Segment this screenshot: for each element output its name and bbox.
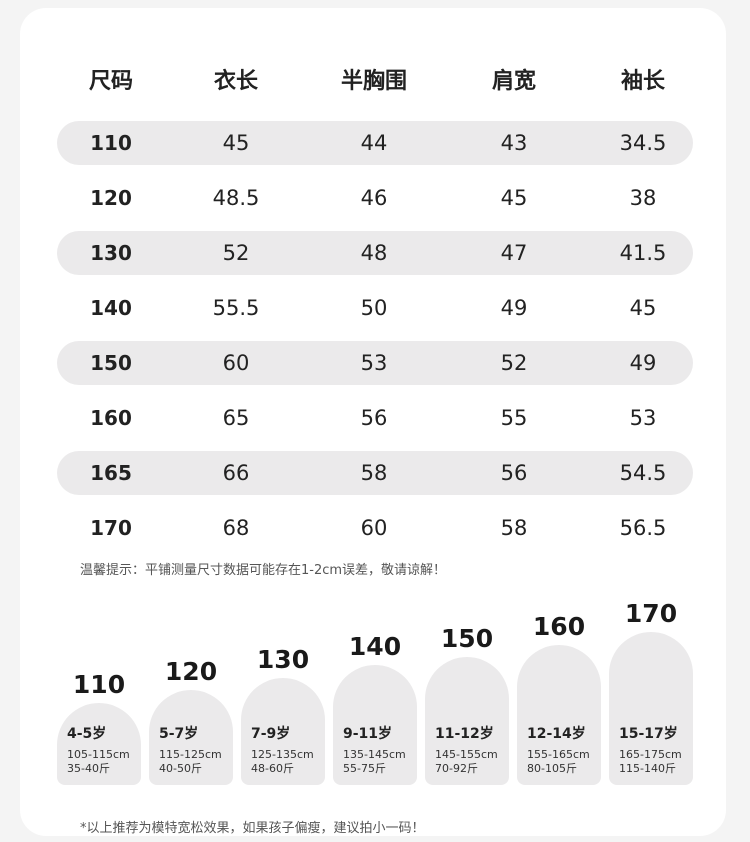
weight-range: 48-60斤 [251, 762, 294, 775]
cell-shoulder: 47 [500, 241, 528, 265]
table-row: 170 68 60 58 56.5 [57, 506, 693, 550]
cell-shoulder: 55 [500, 406, 528, 430]
cell-size: 165 [90, 461, 132, 485]
cell-length: 68 [222, 516, 250, 540]
footnote: *以上推荐为模特宽松效果，如果孩子偏瘦，建议拍小一码！ [80, 821, 425, 836]
table-row: 120 48.5 46 45 38 [57, 176, 693, 220]
cell-shoulder: 45 [500, 186, 528, 210]
table-row: 130 52 48 47 41.5 [57, 231, 693, 275]
table-row: 160 65 56 55 53 [57, 396, 693, 440]
size-recommendation-card: 4-5岁 105-115cm 35-40斤 [57, 703, 141, 785]
cell-size: 130 [90, 241, 132, 265]
cell-length: 48.5 [212, 186, 260, 210]
cell-chest: 50 [360, 296, 388, 320]
cell-shoulder: 49 [500, 296, 528, 320]
size-recommendation-card: 7-9岁 125-135cm 48-60斤 [241, 678, 325, 785]
cell-shoulder: 43 [500, 131, 528, 155]
cell-size: 140 [90, 296, 132, 320]
cell-size: 110 [90, 131, 132, 155]
cell-chest: 56 [360, 406, 388, 430]
cell-chest: 53 [360, 351, 388, 375]
arch-size-label: 160 [532, 612, 586, 641]
age-label: 15-17岁 [619, 726, 678, 742]
header-shoulder: 肩宽 [491, 69, 536, 94]
height-range: 165-175cm [619, 748, 682, 761]
cell-sleeve: 34.5 [619, 131, 667, 155]
cell-size: 170 [90, 516, 132, 540]
table-header: 尺码 衣长 半胸围 肩宽 袖长 [57, 60, 693, 104]
weight-range: 80-105斤 [527, 762, 577, 775]
cell-length: 55.5 [212, 296, 260, 320]
size-recommendation-card: 11-12岁 145-155cm 70-92斤 [425, 657, 509, 785]
cell-sleeve: 54.5 [619, 461, 667, 485]
age-label: 4-5岁 [67, 726, 107, 742]
cell-size: 160 [90, 406, 132, 430]
header-length: 衣长 [213, 69, 258, 94]
cell-shoulder: 56 [500, 461, 528, 485]
table-row: 140 55.5 50 49 45 [57, 286, 693, 330]
cell-sleeve: 45 [629, 296, 657, 320]
weight-range: 55-75斤 [343, 762, 386, 775]
cell-shoulder: 52 [500, 351, 528, 375]
cell-chest: 48 [360, 241, 388, 265]
cell-chest: 46 [360, 186, 388, 210]
age-label: 7-9岁 [251, 726, 291, 742]
table-row: 150 60 53 52 49 [57, 341, 693, 385]
age-label: 12-14岁 [527, 726, 586, 742]
weight-range: 35-40斤 [67, 762, 110, 775]
age-label: 9-11岁 [343, 726, 393, 742]
height-range: 135-145cm [343, 748, 406, 761]
cell-sleeve: 56.5 [619, 516, 667, 540]
height-range: 105-115cm [67, 748, 130, 761]
cell-shoulder: 58 [500, 516, 528, 540]
cell-length: 45 [222, 131, 250, 155]
cell-length: 66 [222, 461, 250, 485]
cell-sleeve: 53 [629, 406, 657, 430]
height-range: 155-165cm [527, 748, 590, 761]
cell-sleeve: 41.5 [619, 241, 667, 265]
cell-sleeve: 38 [629, 186, 657, 210]
weight-range: 115-140斤 [619, 762, 676, 775]
size-recommendation-card: 9-11岁 135-145cm 55-75斤 [333, 665, 417, 785]
arch-size-label: 120 [164, 657, 218, 686]
measurement-note: 温馨提示：平铺测量尺寸数据可能存在1-2cm误差，敬请谅解！ [80, 563, 447, 578]
weight-range: 70-92斤 [435, 762, 478, 775]
cell-length: 65 [222, 406, 250, 430]
header-sleeve: 袖长 [620, 69, 665, 94]
cell-length: 52 [222, 241, 250, 265]
arch-size-label: 170 [624, 599, 678, 628]
arch-size-label: 110 [72, 670, 126, 699]
header-size: 尺码 [88, 69, 133, 94]
cell-chest: 60 [360, 516, 388, 540]
weight-range: 40-50斤 [159, 762, 202, 775]
arch-size-label: 150 [440, 624, 494, 653]
height-range: 145-155cm [435, 748, 498, 761]
header-chest: 半胸围 [340, 69, 407, 94]
table-row: 165 66 58 56 54.5 [57, 451, 693, 495]
age-label: 5-7岁 [159, 726, 199, 742]
arch-size-label: 130 [256, 645, 310, 674]
cell-length: 60 [222, 351, 250, 375]
height-range: 125-135cm [251, 748, 314, 761]
cell-chest: 44 [360, 131, 388, 155]
size-recommendation-card: 12-14岁 155-165cm 80-105斤 [517, 645, 601, 785]
cell-size: 150 [90, 351, 132, 375]
cell-chest: 58 [360, 461, 388, 485]
size-recommendation-card: 15-17岁 165-175cm 115-140斤 [609, 632, 693, 785]
height-range: 115-125cm [159, 748, 222, 761]
size-recommendation-card: 5-7岁 115-125cm 40-50斤 [149, 690, 233, 785]
cell-sleeve: 49 [629, 351, 657, 375]
age-label: 11-12岁 [435, 726, 494, 742]
arch-size-label: 140 [348, 632, 402, 661]
table-row: 110 45 44 43 34.5 [57, 121, 693, 165]
cell-size: 120 [90, 186, 132, 210]
